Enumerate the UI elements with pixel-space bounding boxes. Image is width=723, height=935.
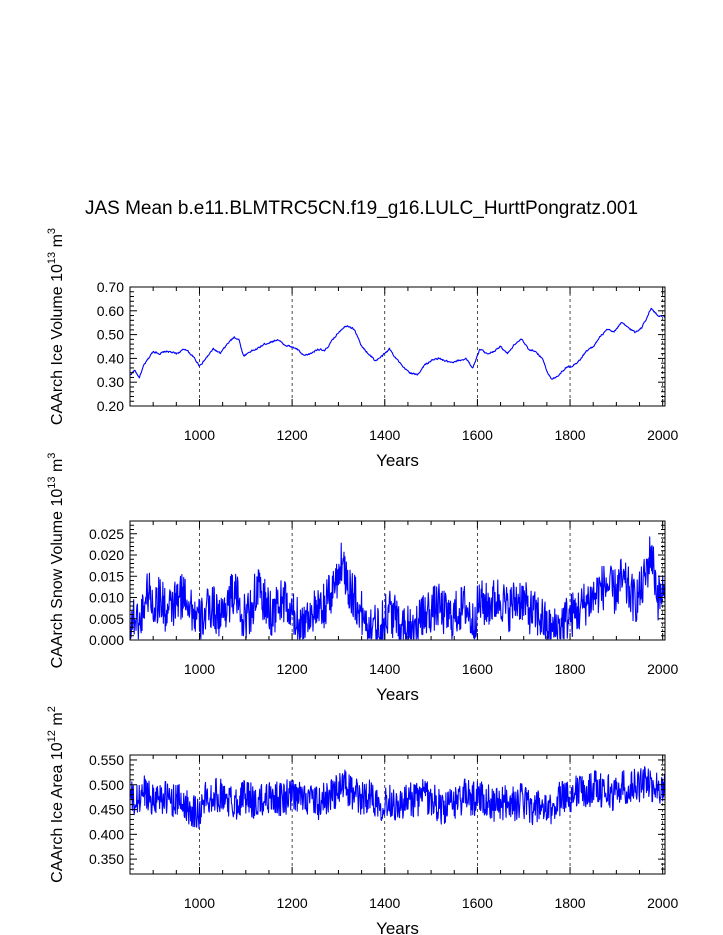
series-line (130, 767, 665, 829)
x-tick-label: 1800 (554, 661, 585, 677)
x-tick-label: 2000 (647, 895, 678, 911)
y-axis-label: CAArch Ice Area 1012 m2 (46, 706, 66, 883)
x-tick-label: 1000 (184, 427, 215, 443)
series-line (130, 537, 665, 639)
x-tick-label: 1400 (369, 427, 400, 443)
y-tick-label: 0.450 (89, 802, 124, 818)
x-axis-label: Years (376, 685, 419, 704)
panel-3: 1000 1200 1400 1600 1800 2000 Years 0.350 0.400 0… (46, 706, 678, 935)
y-tick-label: 0.020 (89, 547, 124, 563)
y-tick-label: 0.500 (89, 777, 124, 793)
plot-frame (130, 287, 665, 406)
x-tick-label: 1800 (554, 895, 585, 911)
y-tick-label: 0.400 (89, 826, 124, 842)
x-axis-label: Years (376, 451, 419, 470)
x-tick-label: 1000 (184, 661, 215, 677)
x-tick-label: 1400 (369, 895, 400, 911)
y-tick-label: 0.025 (89, 526, 124, 542)
y-tick-label: 0.50 (97, 327, 124, 343)
x-tick-label: 2000 (647, 661, 678, 677)
panel-1: 1000 1200 1400 1600 1800 2000 Years 0.20 0.30 0.4… (46, 228, 678, 470)
y-tick-label: 0.60 (97, 303, 124, 319)
x-tick-label: 1800 (554, 427, 585, 443)
x-axis-label: Years (376, 919, 419, 935)
y-tick-label: 0.70 (97, 279, 124, 295)
x-tick-label: 1200 (277, 427, 308, 443)
y-tick-label: 0.015 (89, 568, 124, 584)
y-tick-label: 0.40 (97, 350, 124, 366)
y-tick-label: 0.350 (89, 851, 124, 867)
y-tick-label: 0.30 (97, 374, 124, 390)
x-tick-label: 1600 (462, 661, 493, 677)
y-tick-label: 0.20 (97, 398, 124, 414)
x-tick-label: 1600 (462, 895, 493, 911)
x-tick-label: 2000 (647, 427, 678, 443)
y-tick-label: 0.550 (89, 752, 124, 768)
y-tick-label: 0.010 (89, 590, 124, 606)
x-tick-label: 1400 (369, 661, 400, 677)
y-axis-label: CAArch Snow Volume 1013 m3 (46, 453, 66, 669)
y-tick-label: 0.005 (89, 611, 124, 627)
y-axis-label: CAArch Ice Volume 1013 m3 (46, 228, 66, 425)
figure-canvas: 1000 1200 1400 1600 1800 2000 Years 0.20 0.30 0.4… (0, 0, 723, 935)
x-tick-label: 1200 (277, 895, 308, 911)
series-line (130, 308, 665, 379)
x-tick-label: 1600 (462, 427, 493, 443)
x-tick-label: 1200 (277, 661, 308, 677)
panel-2: 1000 1200 1400 1600 1800 2000 Years 0.000 0.005 0… (46, 453, 678, 704)
x-tick-label: 1000 (184, 895, 215, 911)
y-tick-label: 0.000 (89, 632, 124, 648)
